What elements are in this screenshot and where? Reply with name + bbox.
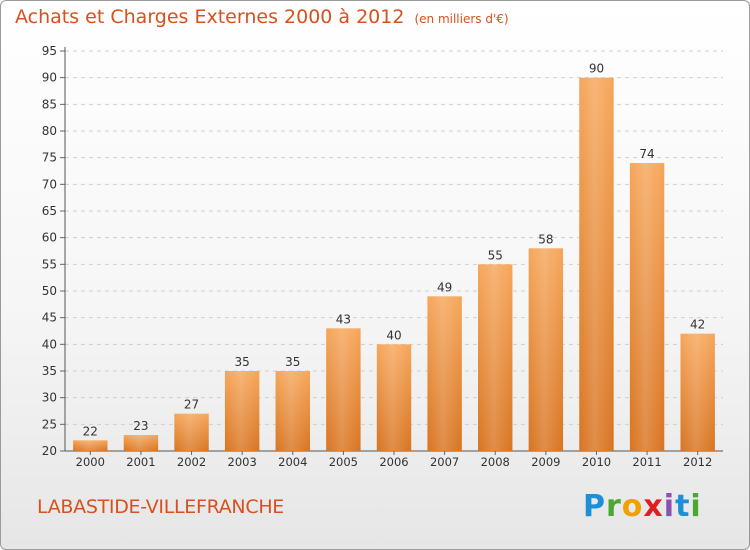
- bar-highlight: [579, 77, 614, 452]
- y-tick-label: 35: [42, 364, 57, 378]
- bar-value-label: 58: [538, 232, 553, 246]
- bar-highlight: [528, 248, 564, 451]
- proxiti-logo[interactable]: Proxiti: [583, 489, 702, 524]
- bar-value-label: 74: [639, 147, 654, 161]
- bar-highlight: [174, 413, 209, 451]
- y-tick-label: 50: [42, 284, 57, 298]
- chart-title: Achats et Charges Externes 2000 à 2012 (e…: [15, 6, 509, 28]
- chart-title-unit: (en milliers d'€): [414, 12, 509, 26]
- y-tick-label: 85: [42, 97, 57, 111]
- logo-letter: P: [583, 489, 606, 524]
- x-tick-label: 2007: [430, 455, 459, 469]
- bar-value-label: 22: [83, 424, 98, 438]
- y-tick-label: 20: [42, 444, 57, 458]
- bar-value-label: 40: [386, 328, 401, 342]
- commune-name: LABASTIDE-VILLEFRANCHE: [37, 496, 285, 518]
- bar-highlight: [629, 163, 665, 451]
- y-tick-label: 25: [42, 417, 57, 431]
- x-tick-label: 2005: [329, 455, 358, 469]
- x-tick-label: 2000: [76, 455, 105, 469]
- bar-value-label: 35: [285, 355, 300, 369]
- bar-highlight: [123, 435, 159, 451]
- bar-highlight: [680, 333, 715, 451]
- logo-letter: o: [621, 489, 644, 524]
- y-tick-label: 80: [42, 124, 57, 138]
- y-tick-label: 30: [42, 391, 57, 405]
- y-tick-label: 60: [42, 231, 57, 245]
- bar-highlight: [275, 371, 310, 451]
- y-tick-label: 65: [42, 204, 57, 218]
- x-tick-label: 2012: [683, 455, 712, 469]
- logo-letter: r: [606, 489, 622, 524]
- bar-highlight: [478, 264, 513, 451]
- y-tick-label: 40: [42, 337, 57, 351]
- x-tick-label: 2002: [177, 455, 206, 469]
- bar-value-label: 43: [336, 312, 351, 326]
- y-tick-label: 45: [42, 311, 57, 325]
- x-tick-label: 2009: [531, 455, 560, 469]
- bar-value-label: 35: [235, 355, 250, 369]
- logo-letter: i: [690, 489, 702, 524]
- bar-highlight: [73, 440, 108, 451]
- x-tick-label: 2001: [126, 455, 155, 469]
- x-tick-label: 2006: [379, 455, 408, 469]
- bar-highlight: [427, 296, 462, 451]
- bar-value-label: 55: [488, 248, 503, 262]
- y-tick-label: 90: [42, 71, 57, 85]
- bar-value-label: 42: [690, 318, 705, 332]
- y-tick-label: 95: [42, 44, 57, 58]
- x-tick-label: 2011: [632, 455, 661, 469]
- logo-letter: i: [663, 489, 676, 524]
- bar-highlight: [224, 371, 260, 451]
- logo-letter: t: [675, 489, 691, 524]
- y-tick-label: 55: [42, 257, 57, 271]
- x-tick-label: 2010: [582, 455, 611, 469]
- bar-highlight: [376, 344, 412, 451]
- bar-highlight: [326, 328, 361, 451]
- y-tick-label: 70: [42, 177, 57, 191]
- x-tick-label: 2008: [481, 455, 510, 469]
- bar-value-label: 23: [133, 419, 148, 433]
- x-tick-label: 2003: [228, 455, 257, 469]
- y-tick-label: 75: [42, 151, 57, 165]
- x-tick-label: 2004: [278, 455, 307, 469]
- chart-title-text: Achats et Charges Externes 2000 à 2012: [15, 6, 405, 28]
- bar-value-label: 90: [589, 62, 604, 76]
- bar-value-label: 49: [437, 280, 452, 294]
- bar-value-label: 27: [184, 398, 199, 412]
- logo-letter: x: [643, 489, 664, 524]
